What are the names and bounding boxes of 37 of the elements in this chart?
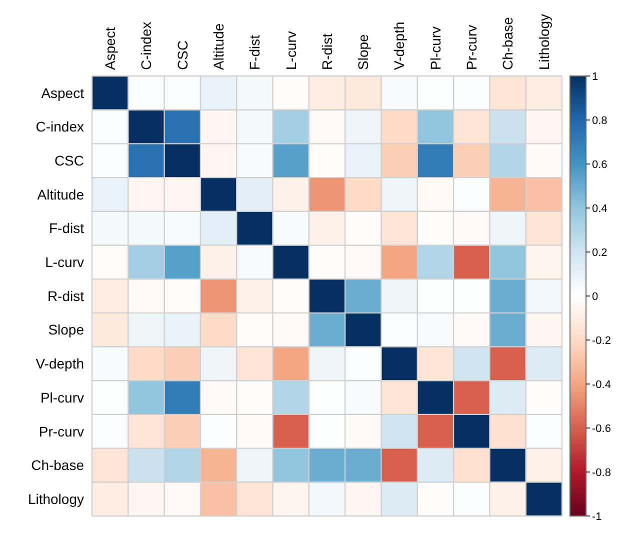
y-tick-label: R-dist [47,288,84,304]
color-bar-label: 0.8 [592,114,608,127]
x-tick-label: CSC [174,40,190,70]
x-tick-label: F-dist [246,34,263,70]
x-tick-label: V-depth [391,22,408,70]
color-bar-label: 0.2 [592,246,608,259]
color-bar-label: -1 [592,510,602,523]
y-tick-label: Aspect [41,84,84,101]
color-bar-label: 1 [592,70,598,83]
y-tick-label: Pl-curv [40,389,84,406]
y-tick-label: Lithology [28,490,84,507]
color-bar-label: 0.4 [592,202,608,215]
y-tick-label: F-dist [49,220,84,236]
y-tick-label: C-index [36,118,84,135]
x-tick-label: Aspect [102,27,118,70]
y-tick-label: L-curv [45,254,84,270]
x-tick-label: Slope [355,34,372,70]
color-bar-label: -0.4 [592,378,611,391]
x-tick-label: R-dist [318,33,335,70]
x-tick-label: Ch-base [500,16,516,70]
x-tick-label: Altitude [210,23,226,70]
y-tick-label: Ch-base [31,457,84,474]
color-bar-label: 0 [592,290,598,303]
y-tick-label: V-depth [36,356,84,372]
color-bar-label: -0.6 [592,422,611,435]
color-bar-label: -0.8 [592,466,611,479]
x-tick-label: L-curv [282,31,299,70]
x-tick-label: Lithology [536,14,552,70]
x-tick-label: Pr-curv [464,24,480,70]
y-tick-label: Altitude [37,186,84,202]
x-tick-label: C-index [138,22,154,70]
color-bar-label: 0.6 [592,158,608,171]
color-bar-label: -0.2 [592,334,611,347]
x-tick-label: Pl-curv [427,26,444,70]
y-tick-label: Slope [48,322,84,338]
y-tick-label: Pr-curv [38,423,84,440]
y-tick-label: CSC [54,152,84,169]
